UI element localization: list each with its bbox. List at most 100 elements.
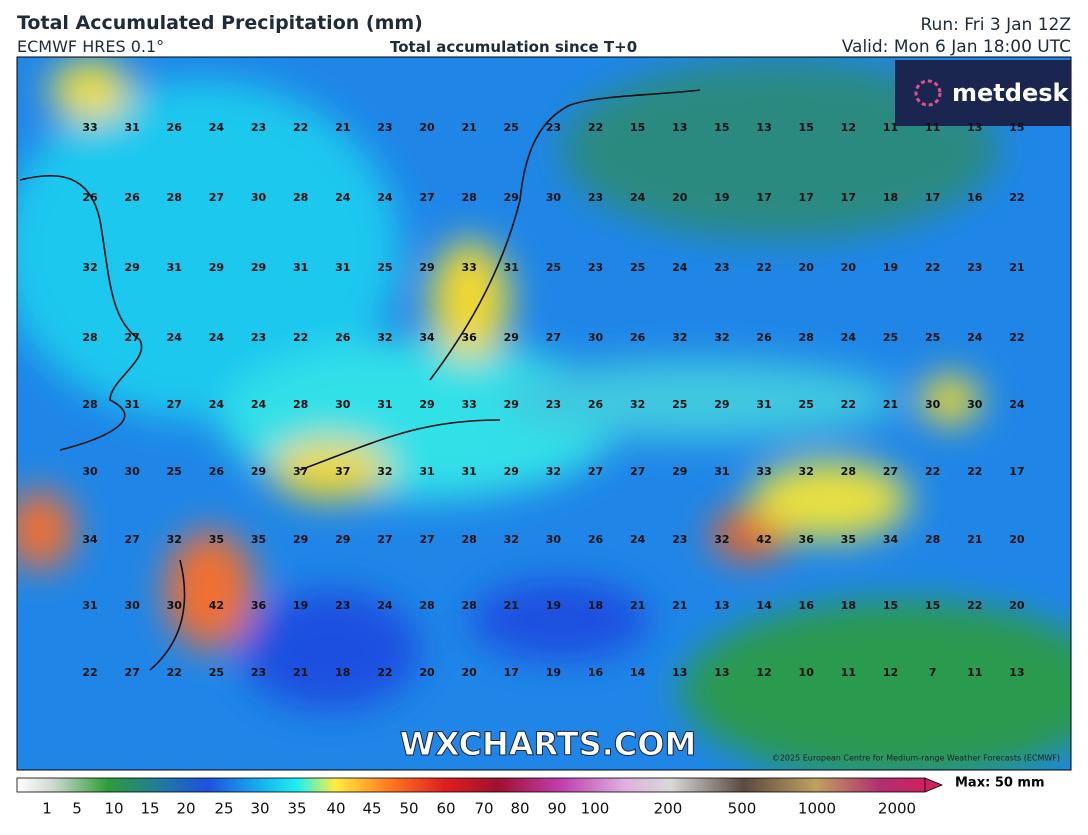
grid-value: 29 bbox=[124, 261, 139, 274]
grid-value: 24 bbox=[209, 121, 225, 134]
grid-value: 25 bbox=[672, 398, 687, 411]
grid-value: 26 bbox=[209, 465, 225, 478]
copyright: ©2025 European Centre for Medium-range W… bbox=[772, 754, 1060, 763]
logo: metdesk bbox=[952, 79, 1070, 107]
grid-value: 12 bbox=[883, 666, 898, 679]
grid-value: 13 bbox=[714, 666, 729, 679]
grid-value: 22 bbox=[82, 666, 97, 679]
grid-value: 42 bbox=[756, 533, 771, 546]
grid-value: 36 bbox=[462, 331, 478, 344]
grid-value: 29 bbox=[504, 331, 519, 344]
grid-value: 19 bbox=[546, 599, 561, 612]
grid-value: 10 bbox=[799, 666, 815, 679]
colorbar bbox=[16, 777, 926, 793]
grid-value: 29 bbox=[251, 261, 266, 274]
grid-value: 24 bbox=[630, 191, 646, 204]
grid-value: 28 bbox=[82, 398, 97, 411]
colorbar-label: 500 bbox=[728, 800, 757, 818]
grid-value: 16 bbox=[588, 666, 604, 679]
grid-value: 17 bbox=[756, 191, 771, 204]
grid-value: 31 bbox=[293, 261, 308, 274]
grid-value: 33 bbox=[462, 398, 477, 411]
grid-value: 25 bbox=[377, 261, 392, 274]
grid-value: 22 bbox=[1009, 331, 1024, 344]
grid-value: 36 bbox=[251, 599, 267, 612]
grid-value: 27 bbox=[209, 191, 224, 204]
grid-value: 20 bbox=[672, 191, 688, 204]
grid-value: 20 bbox=[1009, 599, 1025, 612]
grid-value: 26 bbox=[124, 191, 140, 204]
grid-value: 29 bbox=[335, 533, 350, 546]
grid-value: 24 bbox=[209, 331, 225, 344]
grid-value: 31 bbox=[377, 398, 392, 411]
grid-value: 30 bbox=[124, 465, 140, 478]
grid-value: 12 bbox=[841, 121, 856, 134]
grid-value: 31 bbox=[167, 261, 182, 274]
grid-value: 22 bbox=[967, 599, 982, 612]
grid-value: 23 bbox=[546, 398, 561, 411]
grid-value: 20 bbox=[462, 666, 478, 679]
colorbar-label: 1000 bbox=[798, 800, 836, 818]
grid-value: 31 bbox=[124, 398, 139, 411]
grid-value: 28 bbox=[167, 191, 182, 204]
grid-value: 32 bbox=[672, 331, 687, 344]
grid-value: 12 bbox=[756, 666, 771, 679]
grid-value: 26 bbox=[756, 331, 772, 344]
grid-value: 29 bbox=[209, 261, 224, 274]
grid-value: 22 bbox=[967, 465, 982, 478]
colorbar-label: 70 bbox=[474, 800, 493, 818]
colorbar-label: 50 bbox=[399, 800, 418, 818]
grid-value: 29 bbox=[672, 465, 687, 478]
grid-value: 18 bbox=[335, 666, 350, 679]
grid-value: 26 bbox=[588, 398, 604, 411]
grid-value: 31 bbox=[756, 398, 771, 411]
grid-value: 28 bbox=[925, 533, 940, 546]
grid-value: 24 bbox=[209, 398, 225, 411]
grid-value: 29 bbox=[251, 465, 266, 478]
grid-value: 30 bbox=[82, 465, 98, 478]
grid-value: 24 bbox=[672, 261, 688, 274]
grid-value: 32 bbox=[167, 533, 182, 546]
colorbar-label: 1 bbox=[42, 800, 52, 818]
grid-value: 25 bbox=[546, 261, 561, 274]
grid-value: 22 bbox=[925, 465, 940, 478]
grid-value: 24 bbox=[377, 191, 393, 204]
grid-value: 27 bbox=[419, 533, 434, 546]
valid: Valid: Mon 6 Jan 18:00 UTC bbox=[841, 37, 1071, 57]
grid-value: 24 bbox=[167, 331, 183, 344]
grid-value: 20 bbox=[419, 121, 435, 134]
colorbar-label: 35 bbox=[287, 800, 306, 818]
grid-value: 13 bbox=[714, 599, 729, 612]
grid-value: 24 bbox=[251, 398, 267, 411]
grid-value: 13 bbox=[672, 121, 687, 134]
grid-value: 17 bbox=[841, 191, 856, 204]
grid-value: 32 bbox=[714, 533, 729, 546]
grid-value: 25 bbox=[630, 261, 645, 274]
colorbar-label: 30 bbox=[250, 800, 269, 818]
grid-value: 32 bbox=[799, 465, 814, 478]
grid-value: 21 bbox=[335, 121, 350, 134]
grid-value: 23 bbox=[967, 261, 982, 274]
grid-value: 17 bbox=[504, 666, 519, 679]
colorbar-label: 25 bbox=[214, 800, 233, 818]
grid-value: 21 bbox=[293, 666, 308, 679]
grid-value: 17 bbox=[925, 191, 940, 204]
grid-value: 21 bbox=[883, 398, 898, 411]
grid-value: 25 bbox=[167, 465, 182, 478]
grid-value: 22 bbox=[377, 666, 392, 679]
grid-value: 11 bbox=[841, 666, 856, 679]
grid-value: 36 bbox=[799, 533, 815, 546]
grid-value: 22 bbox=[588, 121, 603, 134]
grid-value: 25 bbox=[925, 331, 940, 344]
grid-value: 27 bbox=[588, 465, 603, 478]
grid-value: 27 bbox=[167, 398, 182, 411]
grid-value: 17 bbox=[1009, 465, 1024, 478]
grid-value: 30 bbox=[546, 533, 562, 546]
grid-value: 21 bbox=[672, 599, 687, 612]
colorbar-label: 2000 bbox=[878, 800, 916, 818]
grid-value: 14 bbox=[756, 599, 772, 612]
grid-value: 32 bbox=[504, 533, 519, 546]
grid-value: 33 bbox=[462, 261, 477, 274]
grid-value: 30 bbox=[167, 599, 183, 612]
